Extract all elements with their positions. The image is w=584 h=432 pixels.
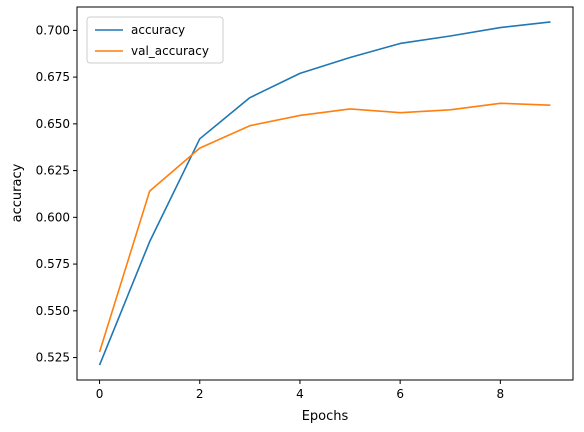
y-tick-label: 0.550	[36, 304, 70, 318]
y-tick-label: 0.625	[36, 164, 70, 178]
x-axis: 0 2 4 6 8	[96, 380, 504, 401]
y-tick-label: 0.575	[36, 257, 70, 271]
plot-area	[76, 6, 574, 381]
legend-label: val_accuracy	[131, 44, 209, 58]
series-lines	[98, 21, 551, 366]
series-line-val-accuracy	[98, 102, 551, 353]
x-tick-label: 0	[96, 387, 104, 401]
legend-label: accuracy	[131, 23, 185, 37]
y-tick-label: 0.650	[36, 117, 70, 131]
x-tick-label: 8	[497, 387, 505, 401]
y-axis: 0.525 0.550 0.575 0.600 0.625 0.650 0.675 0.700	[36, 23, 77, 365]
y-axis-label: accuracy	[10, 163, 25, 222]
legend: accuracy val_accuracy	[86, 16, 224, 64]
y-tick-label: 0.675	[36, 70, 70, 84]
x-tick-label: 4	[296, 387, 304, 401]
x-tick-label: 6	[396, 387, 404, 401]
y-tick-label: 0.700	[36, 23, 70, 37]
x-axis-label: Epochs	[302, 409, 349, 424]
x-tick-label: 2	[196, 387, 204, 401]
y-tick-label: 0.525	[36, 351, 70, 365]
y-tick-label: 0.600	[36, 210, 70, 224]
series-line-accuracy	[98, 21, 551, 366]
